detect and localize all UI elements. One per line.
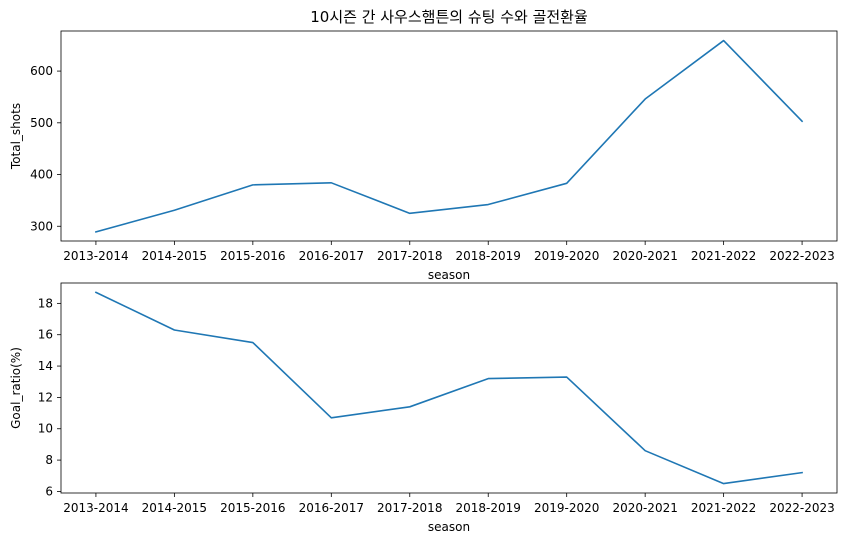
x-tick-label: 2016-2017 — [299, 501, 364, 515]
x-tick-label: 2020-2021 — [612, 501, 677, 515]
x-tick-label: 2017-2018 — [377, 249, 442, 263]
x-tick-label: 2019-2020 — [534, 501, 599, 515]
x-tick-label: 2017-2018 — [377, 501, 442, 515]
x-tick-label: 2021-2022 — [691, 249, 756, 263]
axes-frame — [60, 30, 838, 242]
x-axis-label: season — [428, 268, 470, 282]
x-tick-label: 2018-2019 — [456, 501, 521, 515]
y-tick-label: 12 — [38, 390, 53, 404]
x-axis-label: season — [428, 520, 470, 534]
x-tick-label: 2014-2015 — [142, 501, 207, 515]
x-tick-label: 2018-2019 — [456, 249, 521, 263]
y-tick-label: 8 — [45, 453, 53, 467]
y-tick-label: 300 — [30, 219, 53, 233]
subplot-1: 10시즌 간 사우스햄튼의 슈팅 수와 골전환율 2013-2014 2014-20… — [9, 8, 838, 282]
x-tick-label: 2021-2022 — [691, 501, 756, 515]
y-tick-label: 500 — [30, 116, 53, 130]
chart-title: 10시즌 간 사우스햄튼의 슈팅 수와 골전환율 — [310, 8, 588, 26]
axes-frame — [60, 282, 838, 494]
y-tick-label: 14 — [38, 359, 53, 373]
y-axis-label: Total_shots — [9, 103, 23, 170]
x-tick-label: 2015-2016 — [220, 249, 285, 263]
subplot-2: 2013-2014 2014-2015 2015-2016 2016-2017 2017… — [9, 282, 838, 534]
x-tick-label: 2020-2021 — [612, 249, 677, 263]
x-tick-label: 2022-2023 — [769, 501, 834, 515]
y-tick-label: 16 — [38, 328, 53, 342]
y-axis-label: Goal_ratio(%) — [9, 347, 23, 429]
x-tick-label: 2019-2020 — [534, 249, 599, 263]
y-tick-label: 18 — [38, 296, 53, 310]
y-tick-label: 600 — [30, 64, 53, 78]
y-tick-label: 400 — [30, 168, 53, 182]
x-tick-label: 2016-2017 — [299, 249, 364, 263]
series-line — [94, 291, 803, 485]
y-tick-label: 6 — [45, 484, 53, 498]
x-tick-label: 2014-2015 — [142, 249, 207, 263]
y-tick-label: 10 — [38, 422, 53, 436]
series-line — [94, 39, 804, 233]
x-tick-label: 2022-2023 — [769, 249, 834, 263]
x-tick-label: 2013-2014 — [63, 501, 128, 515]
x-tick-label: 2015-2016 — [220, 501, 285, 515]
x-tick-label: 2013-2014 — [63, 249, 128, 263]
